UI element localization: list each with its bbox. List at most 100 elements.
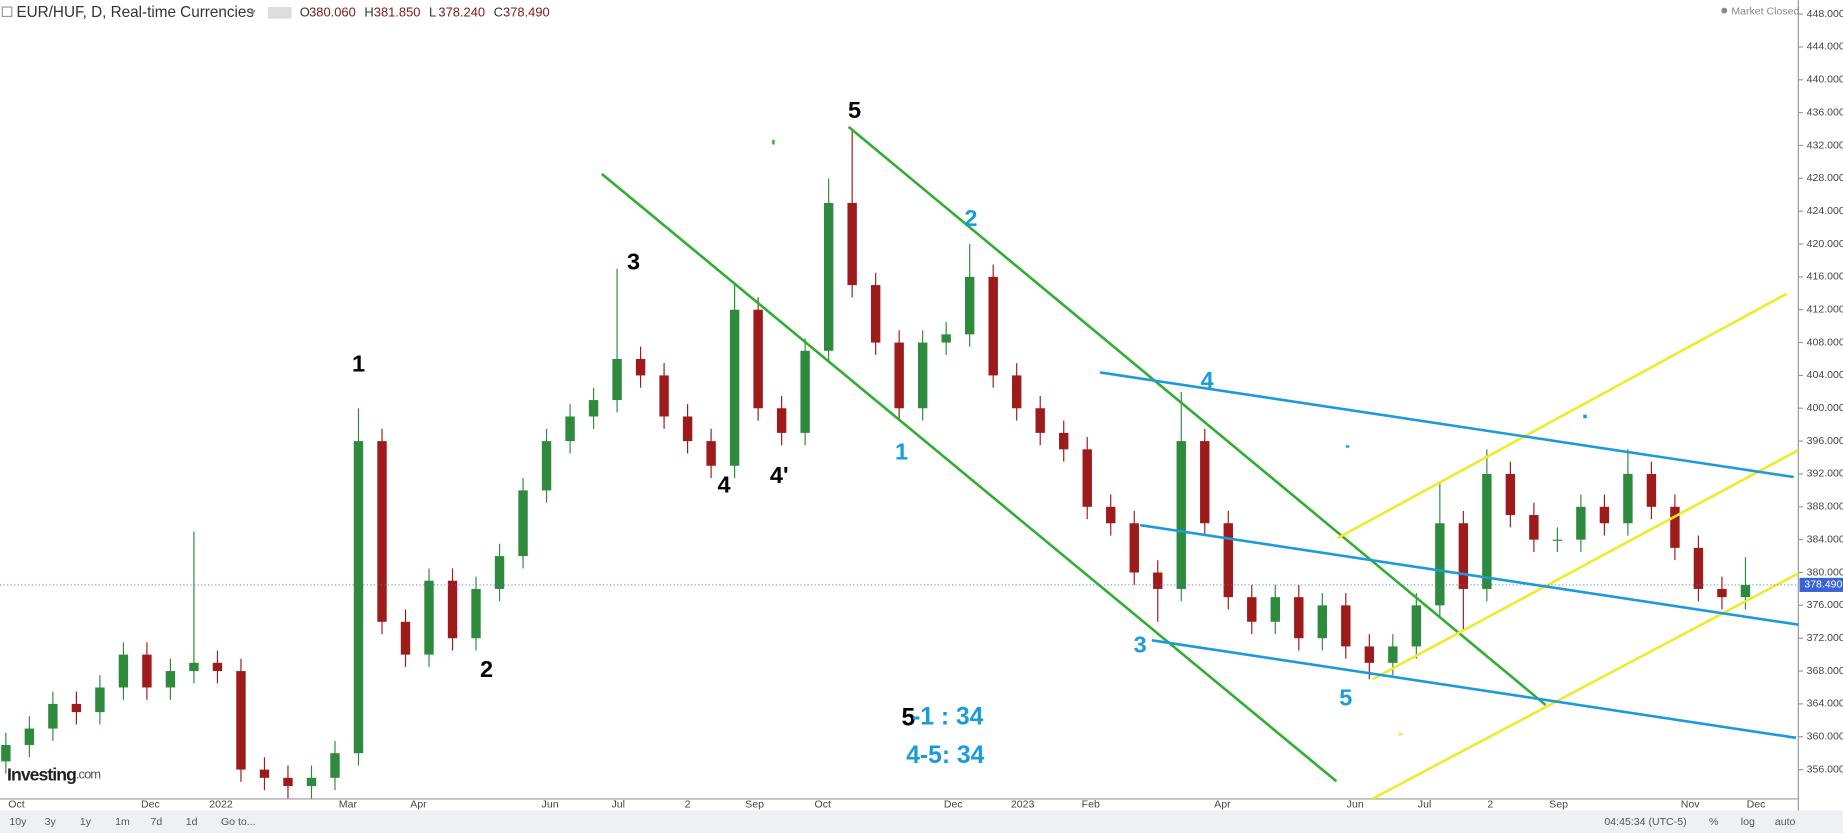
candle-body — [1223, 523, 1233, 598]
y-tick-label: 392.000 — [1807, 468, 1843, 480]
candle-body — [118, 654, 129, 688]
wave-label: 1 — [895, 439, 908, 465]
candle-body — [95, 687, 105, 713]
candle-body — [447, 580, 458, 639]
chart-title: EUR/HUF, D, Real-time Currencies — [16, 4, 254, 21]
y-tick-label: 436.000 — [1807, 106, 1843, 118]
candle-body — [471, 588, 481, 639]
y-tick-label: 396.000 — [1807, 435, 1843, 447]
x-tick-label: Jul — [611, 799, 625, 811]
x-tick-label: Dec — [1747, 799, 1766, 811]
candle-body — [236, 671, 246, 770]
status-dot — [1721, 7, 1728, 14]
toolbar — [0, 810, 1843, 833]
y-tick-label: 432.000 — [1807, 139, 1843, 151]
candle-body — [1247, 597, 1257, 622]
candle-body — [377, 441, 387, 622]
ohlc-key: L — [429, 4, 436, 19]
y-tick-label: 444.000 — [1807, 41, 1843, 53]
option-button[interactable]: auto — [1775, 816, 1796, 828]
y-tick-label: 416.000 — [1807, 271, 1843, 283]
x-tick-label: Nov — [1681, 799, 1701, 811]
candle-body — [1740, 584, 1751, 598]
ohlc-value: 378.240 — [438, 4, 485, 19]
x-tick-label: 2022 — [209, 799, 233, 811]
y-tick-label: 412.000 — [1807, 304, 1843, 316]
candle-body — [635, 358, 646, 376]
collapse-icon[interactable] — [1, 6, 13, 18]
candle-body — [1294, 597, 1304, 639]
y-tick-label: 400.000 — [1807, 402, 1843, 414]
candle-body — [659, 375, 669, 417]
dot — [1583, 414, 1587, 419]
candle-body — [612, 358, 622, 401]
y-tick-label: 364.000 — [1807, 698, 1843, 710]
x-tick-label: Apr — [1214, 799, 1231, 811]
y-tick-label: 384.000 — [1807, 533, 1843, 545]
candle-body — [776, 408, 787, 433]
y-tick-label: 424.000 — [1807, 205, 1843, 217]
settings-icon[interactable] — [267, 7, 292, 19]
candle-body — [1012, 375, 1022, 409]
candle-body — [823, 202, 834, 351]
candle-body — [1552, 539, 1563, 541]
candle-body — [941, 334, 951, 343]
x-tick-label: Apr — [410, 799, 427, 811]
trendline — [1336, 292, 1788, 540]
range-button[interactable]: 1d — [186, 816, 198, 828]
candle-body — [964, 276, 975, 335]
menu-arrow[interactable]: ▾ — [250, 7, 256, 19]
wave-label: -1 : 34 — [912, 703, 984, 730]
candle-body — [424, 580, 434, 655]
wave-label: 2 — [480, 656, 493, 682]
candle-body — [682, 416, 693, 442]
candle-body — [1435, 523, 1445, 606]
candle-body — [259, 769, 270, 778]
clock: 04:45:34 (UTC-5) — [1604, 816, 1686, 828]
range-button[interactable]: 1y — [80, 816, 92, 828]
candle-body — [1270, 597, 1280, 622]
x-tick-label: 2 — [1487, 799, 1493, 811]
x-tick-label: Jul — [1418, 799, 1432, 811]
candle-body — [1200, 441, 1210, 524]
candle-body — [1059, 432, 1069, 450]
candle-body — [1388, 646, 1398, 663]
x-tick-label: 2 — [685, 799, 691, 811]
logo: Investing.com — [7, 764, 100, 784]
candle-body — [1599, 506, 1610, 524]
candle-body — [1529, 515, 1539, 540]
range-button[interactable]: 3y — [45, 816, 57, 828]
plot-area — [0, 125, 1799, 799]
range-button[interactable]: Go to... — [221, 816, 256, 828]
candle-body — [1176, 441, 1186, 589]
price-axis: 356.000 360.000 364.000 368.000 372.000 376.0… — [1798, 8, 1843, 775]
y-tick-label: 360.000 — [1807, 731, 1843, 743]
last-price-box — [1799, 577, 1843, 592]
y-tick-label: 380.000 — [1807, 566, 1843, 578]
option-button[interactable]: log — [1741, 816, 1755, 828]
wave-label: 4' — [770, 462, 789, 488]
wave-label: 3 — [1134, 631, 1147, 657]
candle-body — [729, 309, 740, 466]
wave-label: 5 — [1339, 684, 1352, 710]
candle-body — [24, 728, 35, 745]
range-button[interactable]: 10y — [9, 816, 27, 828]
candle-body — [71, 703, 82, 713]
candle-body — [165, 671, 176, 688]
x-tick-label: Jun — [542, 799, 559, 811]
candle-body — [1505, 473, 1516, 516]
dot — [1398, 733, 1403, 736]
candle-body — [353, 441, 364, 754]
range-button[interactable]: 1m — [115, 816, 130, 828]
logo-text: Investing — [7, 764, 76, 784]
header: EUR/HUF, D, Real-time Currencies ▾ O 380.… — [1, 4, 1800, 21]
candle-body — [988, 276, 998, 376]
candle-body — [1693, 547, 1704, 589]
range-button[interactable]: 7d — [150, 816, 162, 828]
wave-label: 5 — [902, 705, 916, 732]
y-tick-label: 368.000 — [1807, 665, 1843, 677]
time-axis: Oct Dec 2022 Mar Apr Jun Jul 2 Sep Oct Dec 2023 Feb A… — [8, 799, 1765, 811]
option-button[interactable]: % — [1709, 816, 1719, 828]
candle-body — [1623, 473, 1633, 524]
